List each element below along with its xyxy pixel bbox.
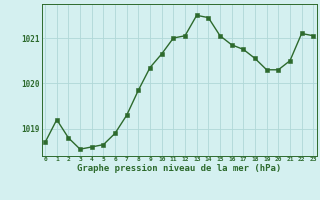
X-axis label: Graphe pression niveau de la mer (hPa): Graphe pression niveau de la mer (hPa) (77, 164, 281, 173)
